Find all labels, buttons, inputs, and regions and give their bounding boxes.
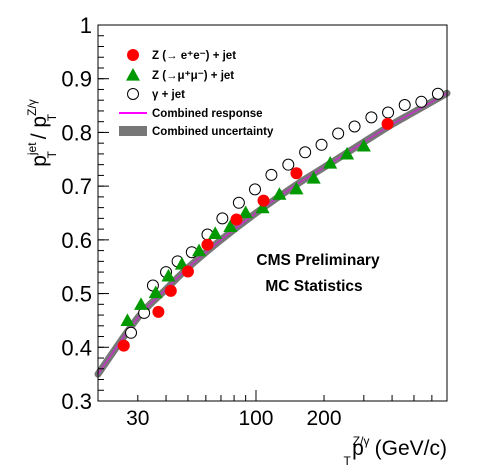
legend-entry-gamma: γ + jet: [127, 88, 185, 101]
legend-entry-combined-uncertainty: Combined uncertainty: [119, 126, 274, 138]
legend-entry-combined-response: Combined response: [119, 108, 263, 120]
y-axis-label-num-base: p: [28, 155, 51, 167]
x-axis-label: pZ/γ T (GeV/c): [343, 434, 447, 468]
x-tick-label: 200: [307, 407, 342, 430]
gamma-point: [415, 95, 428, 108]
mumu-point: [134, 297, 149, 310]
ee-point: [152, 305, 165, 318]
legend-entry-mumu: Z (→μ⁺μ⁻) + jet: [126, 68, 234, 82]
y-tick-label: 0.9: [61, 67, 92, 92]
y-tick-label: 1: [80, 13, 92, 38]
gamma-point: [398, 99, 411, 112]
ee-point: [381, 117, 394, 130]
gamma-point: [125, 326, 138, 339]
plot-frame: [97, 24, 448, 402]
mumu-point: [192, 243, 207, 257]
y-tick-label: 0.3: [61, 389, 92, 414]
ee-point: [201, 238, 214, 251]
y-tick-label: 0.8: [61, 120, 92, 145]
legend-label: Z (→ e⁺e⁻) + jet: [152, 50, 236, 62]
legend: Z (→ e⁺e⁻) + jet Z (→μ⁺μ⁻) + jet γ + jet Co…: [119, 49, 274, 138]
mumu-point: [340, 146, 355, 160]
y-axis-label-den-sup: Z/γ: [25, 99, 39, 116]
mumu-point: [306, 171, 321, 184]
mumu-point: [356, 138, 371, 152]
x-tick-label: 100: [238, 407, 273, 430]
legend-label: γ + jet: [152, 89, 185, 101]
legend-marker: [126, 68, 140, 81]
y-tick-label: 0.4: [61, 335, 92, 360]
x-axis-label-sup: Z/γ: [353, 434, 370, 448]
combined-response-line: [97, 92, 448, 375]
y-axis-label-den-sub: T: [45, 113, 59, 121]
gamma-point: [232, 196, 245, 209]
y-axis-label-num-sub: T: [45, 150, 59, 158]
x-axis-label-sub: T: [343, 454, 351, 468]
gamma-point: [265, 168, 278, 181]
gamma-point: [431, 87, 444, 100]
y-tick-label: 0.5: [61, 282, 92, 307]
mumu-point: [255, 200, 270, 214]
ee-point: [230, 213, 243, 226]
mumu-point: [120, 313, 135, 327]
mumu-point: [223, 219, 238, 233]
annotation-mc-statistics: MC Statistics: [265, 278, 362, 295]
mumu-point: [238, 205, 253, 219]
y-axis-label-den-base: p: [28, 116, 51, 128]
ee-point: [164, 284, 177, 297]
gamma-point: [315, 138, 328, 151]
y-axis-label: pjet T / pZ/γT: [25, 99, 59, 167]
mumu-point: [161, 268, 176, 282]
gamma-point: [216, 212, 229, 225]
legend-label: Combined response: [152, 108, 263, 120]
axis-layer: 0.3 0.4 0.5 0.6 0.7 0.8 0.9 1 30 100 200: [61, 13, 448, 430]
mumu-point: [208, 226, 223, 240]
y-tick-label: 0.6: [61, 228, 92, 253]
mumu-point: [148, 285, 163, 299]
legend-marker: [127, 49, 139, 61]
legend-marker: [127, 88, 139, 100]
gamma-point: [365, 111, 378, 124]
x-axis-label-unit: (GeV/c): [369, 437, 447, 460]
ee-point: [117, 339, 130, 352]
gamma-point: [282, 158, 295, 171]
y-axis-label-num-sup: jet: [25, 142, 39, 156]
y-axis-label-slash: /: [28, 128, 51, 146]
legend-label: Z (→μ⁺μ⁻) + jet: [152, 70, 234, 82]
marker-layer: [117, 87, 444, 352]
gamma-point: [248, 183, 261, 196]
gamma-point: [332, 127, 345, 140]
ee-point: [290, 167, 303, 180]
gamma-point: [299, 146, 312, 159]
curve-layer: [94, 89, 451, 378]
ee-point: [181, 265, 194, 278]
gamma-point: [382, 106, 395, 119]
x-tick-label: 30: [126, 407, 149, 430]
mumu-point: [323, 156, 338, 169]
y-tick-label: 0.7: [61, 174, 92, 199]
legend-entry-ee: Z (→ e⁺e⁻) + jet: [127, 49, 236, 62]
mumu-point: [272, 187, 287, 200]
mumu-point: [289, 181, 304, 195]
gamma-point: [348, 120, 361, 133]
x-axis-label-base: p: [352, 437, 364, 460]
annotation-cms-preliminary: CMS Preliminary: [256, 252, 380, 269]
ee-point: [257, 194, 270, 207]
legend-box-swatch: [119, 126, 147, 136]
legend-label: Combined uncertainty: [152, 126, 274, 138]
